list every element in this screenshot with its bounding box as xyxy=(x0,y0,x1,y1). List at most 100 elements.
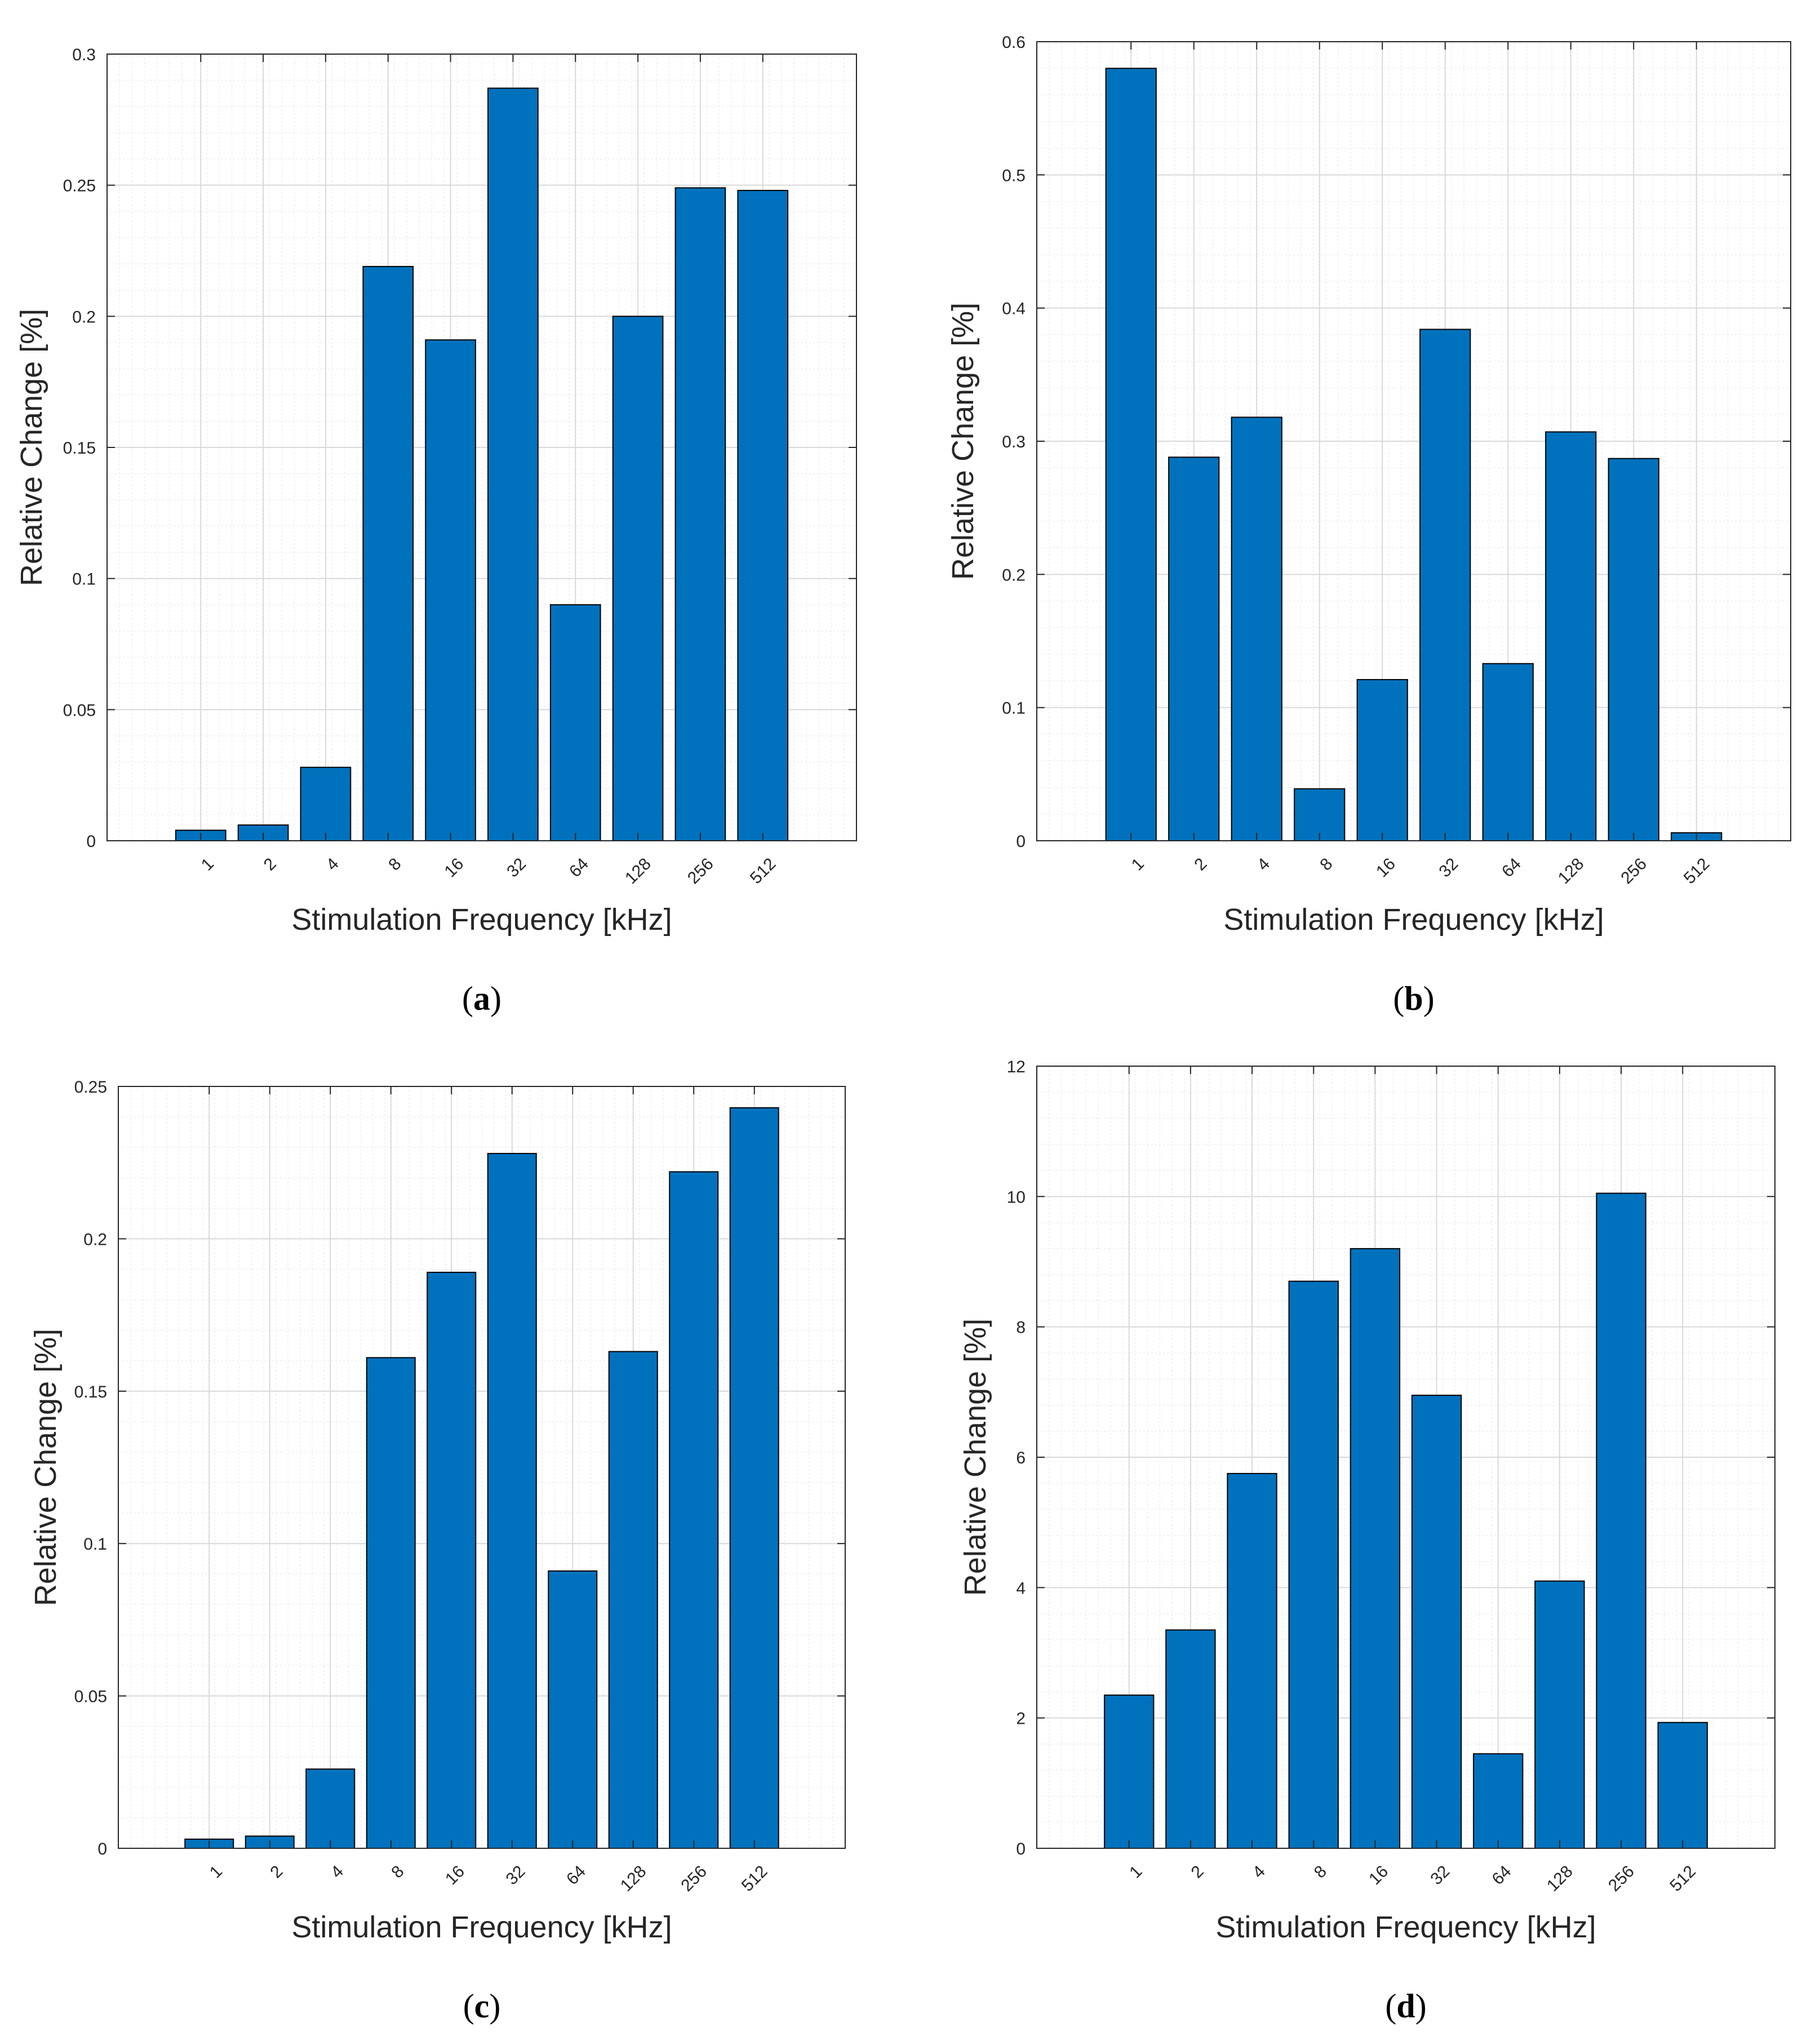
bars xyxy=(184,1107,779,1849)
x-tick-label: 1 xyxy=(1128,854,1148,874)
y-tick-label: 0 xyxy=(1016,1840,1026,1858)
panel-caption: (b) xyxy=(1393,980,1434,1017)
y-tick-label: 2 xyxy=(1016,1710,1026,1728)
bar-128 xyxy=(1534,1580,1585,1849)
x-tick-label: 32 xyxy=(1436,854,1462,881)
bar-4 xyxy=(1227,1472,1277,1849)
x-tick-label: 128 xyxy=(617,1862,650,1895)
x-tick-label: 4 xyxy=(1249,1862,1269,1882)
y-tick-label: 12 xyxy=(1007,1058,1026,1076)
y-tick-label: 0.1 xyxy=(83,1535,107,1554)
x-tick-label: 256 xyxy=(1617,854,1650,888)
panel-caption: (c) xyxy=(463,1987,501,2025)
x-tick-label: 16 xyxy=(442,1862,468,1888)
x-tick-label: 1 xyxy=(1126,1862,1146,1882)
y-tick-label: 0.1 xyxy=(72,570,96,589)
bar-8 xyxy=(366,1357,416,1849)
x-tick-label: 4 xyxy=(323,854,343,874)
y-tick-label: 0.3 xyxy=(72,46,96,64)
x-tick-label: 256 xyxy=(684,854,717,888)
y-tick-label: 0.25 xyxy=(63,177,96,196)
x-tick-label: 512 xyxy=(738,1862,771,1895)
y-tick-label: 0.2 xyxy=(83,1230,107,1249)
y-tick-label: 6 xyxy=(1016,1449,1026,1467)
y-tick-label: 0.4 xyxy=(1002,300,1026,318)
y-tick-label: 0.15 xyxy=(63,439,96,458)
bar-128 xyxy=(612,316,664,841)
bar-4 xyxy=(305,1768,356,1849)
bar-128 xyxy=(1545,431,1597,841)
bar-16 xyxy=(425,339,476,841)
x-tick-label: 128 xyxy=(1555,854,1588,888)
bar-1 xyxy=(1104,1694,1155,1849)
x-tick-label: 1 xyxy=(198,854,217,874)
x-tick-label: 64 xyxy=(1498,854,1525,881)
x-tick-label: 16 xyxy=(1365,1862,1392,1888)
x-tick-label: 256 xyxy=(677,1862,711,1895)
y-axis-label: Relative Change [%] xyxy=(29,1329,63,1606)
x-tick-label: 8 xyxy=(385,854,405,874)
bars xyxy=(175,87,789,842)
y-axis-ticks: 0 0.1 0.2 0.3 0.4 0.5 0.6 xyxy=(1002,33,1791,851)
y-axis-label: Relative Change [%] xyxy=(958,1319,992,1596)
bar-512 xyxy=(1657,1722,1708,1849)
y-tick-label: 0.25 xyxy=(74,1078,107,1097)
bar-1 xyxy=(1105,68,1157,841)
bar-128 xyxy=(608,1351,658,1849)
y-tick-label: 0.05 xyxy=(63,701,96,720)
x-tick-label: 128 xyxy=(622,854,655,888)
x-tick-label: 8 xyxy=(388,1862,407,1882)
x-tick-label: 512 xyxy=(1680,854,1714,888)
chart-panel-c: 0 0.05 0.1 0.15 0.2 0.25 1 2 4 8 16 32 64 128 256 512 St… xyxy=(29,1078,846,2025)
bar-512 xyxy=(737,189,789,841)
bar-32 xyxy=(1411,1395,1462,1849)
y-axis-label: Relative Change [%] xyxy=(15,309,48,586)
y-tick-label: 0 xyxy=(1016,832,1026,851)
bar-32 xyxy=(1419,329,1471,841)
bar-64 xyxy=(548,1570,598,1849)
bar-8 xyxy=(1288,1280,1339,1849)
y-tick-label: 0.6 xyxy=(1002,33,1026,52)
bar-256 xyxy=(674,187,726,842)
x-tick-label: 64 xyxy=(566,854,592,881)
y-tick-label: 0.2 xyxy=(72,308,96,326)
bars xyxy=(1105,68,1723,841)
y-tick-label: 4 xyxy=(1016,1579,1026,1598)
chart-panel-a: 0 0.05 0.1 0.15 0.2 0.25 0.3 1 2 4 8 16 32 64 128 256 51… xyxy=(15,46,857,1017)
bar-256 xyxy=(669,1171,719,1849)
axes-box xyxy=(118,1086,846,1849)
bar-16 xyxy=(427,1271,477,1849)
bar-16 xyxy=(1350,1248,1401,1849)
x-axis-label: Stimulation Frequency [kHz] xyxy=(291,903,672,937)
panel-caption: (a) xyxy=(462,980,501,1017)
bar-8 xyxy=(362,265,414,842)
bars xyxy=(1104,1192,1708,1849)
x-tick-label: 2 xyxy=(1191,854,1210,874)
x-tick-label: 64 xyxy=(563,1862,589,1888)
x-tick-label: 4 xyxy=(327,1862,347,1882)
x-axis-label: Stimulation Frequency [kHz] xyxy=(1223,903,1604,937)
x-tick-label: 32 xyxy=(503,1862,529,1888)
y-axis-ticks: 0 0.05 0.1 0.15 0.2 0.25 xyxy=(74,1078,845,1858)
bar-32 xyxy=(487,87,539,842)
bar-64 xyxy=(1473,1753,1524,1849)
x-tick-label: 32 xyxy=(1427,1862,1453,1888)
bar-256 xyxy=(1608,458,1659,841)
y-axis-label: Relative Change [%] xyxy=(946,303,980,580)
x-tick-label: 128 xyxy=(1543,1862,1577,1895)
y-tick-label: 0 xyxy=(97,1840,107,1858)
bar-4 xyxy=(300,766,352,841)
y-tick-label: 0.3 xyxy=(1002,433,1026,451)
x-tick-label: 16 xyxy=(1373,854,1399,881)
bar-8 xyxy=(1294,788,1346,841)
x-tick-label: 32 xyxy=(503,854,530,881)
y-tick-label: 0.15 xyxy=(74,1383,107,1401)
y-tick-label: 8 xyxy=(1016,1319,1026,1337)
x-tick-label: 512 xyxy=(1666,1862,1699,1895)
y-tick-label: 10 xyxy=(1007,1188,1026,1206)
x-tick-label: 1 xyxy=(206,1862,226,1882)
x-tick-label: 512 xyxy=(747,854,780,888)
x-axis-label: Stimulation Frequency [kHz] xyxy=(291,1910,672,1944)
